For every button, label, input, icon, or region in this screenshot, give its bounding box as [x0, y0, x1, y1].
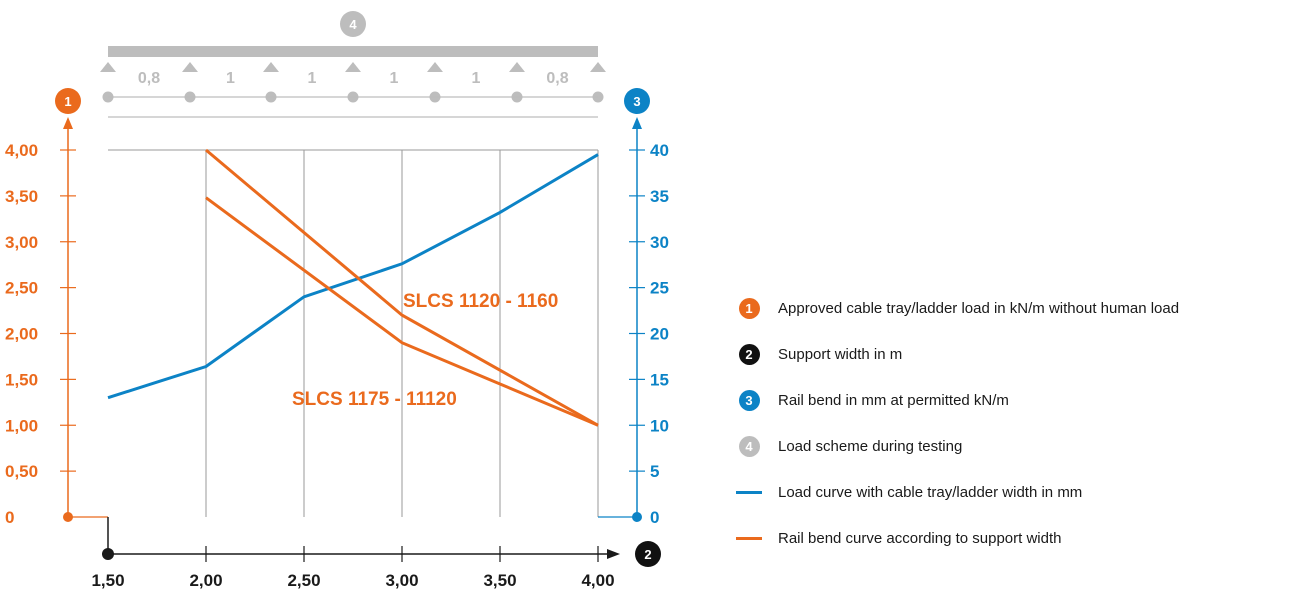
legend: 1 Approved cable tray/ladder load in kN/m… — [736, 285, 1286, 561]
legend-item: 2 Support width in m — [736, 331, 1286, 377]
scheme-load-bar — [108, 46, 598, 57]
legend-text: Load curve with cable tray/ladder width … — [778, 483, 1083, 501]
axes — [60, 117, 645, 562]
scheme-support-triangle — [100, 62, 116, 72]
scheme-support-triangle — [345, 62, 361, 72]
left-tick-label: 1,00 — [5, 416, 38, 435]
badge-right-axis-circle — [624, 88, 650, 114]
badge-left-axis-label: 1 — [64, 94, 71, 109]
left-tick-label: 4,00 — [5, 141, 38, 160]
right-tick-label: 0 — [650, 508, 659, 527]
legend-text: Rail bend curve according to support wid… — [778, 529, 1062, 547]
left-tick-label: 2,00 — [5, 325, 38, 344]
series-label: SLCS 1120 - 1160 — [403, 291, 558, 312]
scheme-support-triangle — [182, 62, 198, 72]
legend-item: 3 Rail bend in mm at permitted kN/m — [736, 377, 1286, 423]
series-line-0 — [107, 153, 599, 400]
badge-right-axis-label: 3 — [633, 94, 640, 109]
grid — [108, 149, 599, 517]
legend-line — [736, 490, 762, 494]
left-axis-arrow — [63, 117, 73, 129]
series-label: SLCS 1175 - 11120 — [292, 389, 457, 410]
legend-item: 4 Load scheme during testing — [736, 423, 1286, 469]
x-tick-label: 3,00 — [385, 571, 418, 590]
right-axis-arrow — [632, 117, 642, 129]
right-tick-label: 10 — [650, 416, 669, 435]
legend-badge: 2 — [738, 343, 760, 365]
right-tick-label: 35 — [650, 187, 669, 206]
scheme-span-label: 1 — [390, 70, 399, 87]
scheme-support-triangle — [509, 62, 525, 72]
legend-text: Approved cable tray/ladder load in kN/m … — [778, 299, 1180, 317]
scheme-support-triangle — [590, 62, 606, 72]
legend-item: Load curve with cable tray/ladder width … — [736, 469, 1286, 515]
x-tick-label: 1,50 — [91, 571, 124, 590]
tick-labels: 0 0,50 1,00 1,50 2,00 2,50 3,00 3,50 4,00 0 5 10 15 2… — [5, 141, 669, 590]
left-tick-label: 3,50 — [5, 187, 38, 206]
badge-x-axis-label: 2 — [644, 547, 651, 562]
left-tick-label: 2,50 — [5, 279, 38, 298]
legend-badge-marker: 1 — [736, 295, 762, 321]
axis-badges: 1 3 2 4 — [55, 11, 661, 567]
legend-badge: 1 — [738, 297, 760, 319]
left-tick-label: 0,50 — [5, 462, 38, 481]
left-tick-label: 1,50 — [5, 370, 38, 389]
x-axis-arrow — [607, 549, 620, 559]
legend-line-marker — [736, 525, 762, 551]
load-chart: 0 0,50 1,00 1,50 2,00 2,50 3,00 3,50 4,00 0 5 10 15 2… — [5, 11, 669, 590]
legend-item: 1 Approved cable tray/ladder load in kN/m… — [736, 285, 1286, 331]
x-tick-label: 3,50 — [483, 571, 516, 590]
badge-left-axis-circle — [55, 88, 81, 114]
legend-text: Load scheme during testing — [778, 437, 963, 455]
badge-x-axis-circle — [635, 541, 661, 567]
scheme-support-triangle — [427, 62, 443, 72]
badge-load-scheme-circle — [340, 11, 366, 37]
right-tick-label: 20 — [650, 325, 669, 344]
legend-badge: 4 — [738, 435, 760, 457]
scheme-support-triangle — [263, 62, 279, 72]
series: SLCS 1120 - 1160 SLCS 1175 - 11120 — [107, 148, 599, 427]
load-scheme: 0,8 1 1 1 1 0,8 — [100, 46, 606, 118]
right-tick-label: 25 — [650, 279, 669, 298]
legend-line — [736, 536, 762, 540]
series-line-1 — [205, 148, 599, 427]
legend-badge: 3 — [738, 389, 760, 411]
left-tick-label: 0 — [5, 508, 14, 527]
right-tick-label: 40 — [650, 141, 669, 160]
legend-item: Rail bend curve according to support wid… — [736, 515, 1286, 561]
legend-text: Support width in m — [778, 345, 903, 363]
legend-badge-marker: 2 — [736, 341, 762, 367]
x-tick-label: 2,50 — [287, 571, 320, 590]
legend-badge-marker: 3 — [736, 387, 762, 413]
badge-load-scheme-label: 4 — [349, 17, 357, 32]
x-tick-label: 4,00 — [581, 571, 614, 590]
scheme-span-label: 1 — [472, 70, 481, 87]
scheme-span-label: 0,8 — [138, 70, 160, 87]
scheme-span-label: 0,8 — [546, 70, 568, 87]
legend-text: Rail bend in mm at permitted kN/m — [778, 391, 1009, 409]
x-axis-origin-dot — [102, 548, 114, 560]
right-tick-label: 15 — [650, 370, 669, 389]
legend-badge-marker: 4 — [736, 433, 762, 459]
scheme-span-label: 1 — [308, 70, 317, 87]
x-tick-label: 2,00 — [189, 571, 222, 590]
scheme-span-label: 1 — [226, 70, 235, 87]
legend-line-marker — [736, 479, 762, 505]
right-tick-label: 5 — [650, 462, 659, 481]
right-tick-label: 30 — [650, 233, 669, 252]
left-tick-label: 3,00 — [5, 233, 38, 252]
series-line-2 — [205, 196, 599, 427]
